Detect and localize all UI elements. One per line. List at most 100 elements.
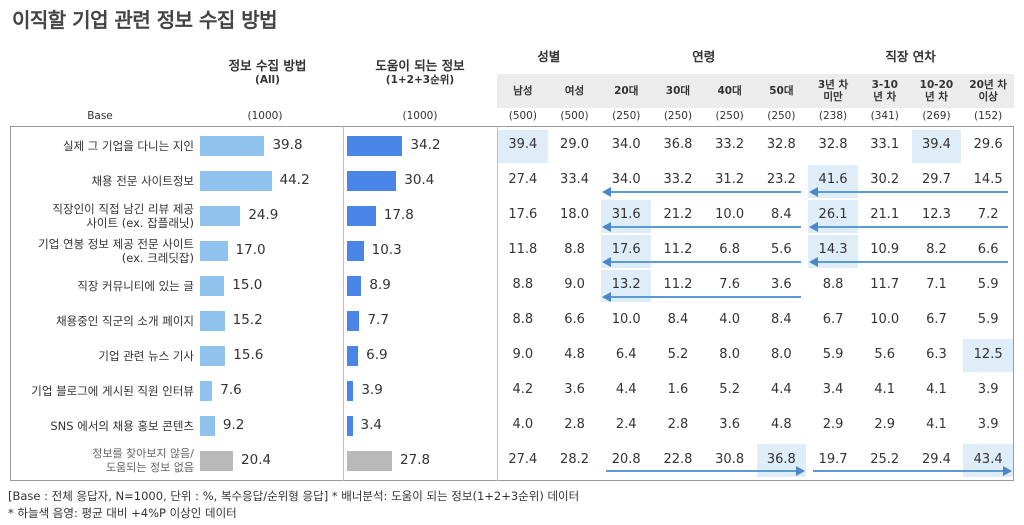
segment-header-line: 40대	[717, 85, 742, 97]
row-label: 실제 그 기업을 다니는 지인	[12, 129, 194, 164]
trend-arrow-head	[809, 186, 819, 197]
segment-value: 5.9	[822, 346, 844, 362]
segment-value: 8.0	[771, 346, 792, 362]
bar-all-value: 15.0	[232, 277, 263, 294]
segment-value: 5.9	[977, 277, 999, 293]
highlight-cell	[911, 130, 962, 163]
bar-all-value: 39.8	[272, 137, 303, 154]
segment-header-line: 20년 차	[969, 79, 1007, 91]
segment-header: 3-10 년 차	[859, 74, 911, 108]
segment-value: 6.4	[615, 346, 637, 362]
row-label: 채용중인 직군의 소개 페이지	[12, 304, 194, 339]
row-label-text: 채용중인 직군의 소개 페이지	[56, 314, 194, 328]
segment-header-line: 3년 차	[817, 79, 849, 91]
segment-value: 12.3	[921, 207, 951, 223]
footnote-highlight: * 하늘색 음영: 평균 대비 +4%P 이상인 데이터	[8, 506, 237, 520]
divider-top3-segments	[497, 126, 498, 481]
segment-header: 30대	[652, 74, 704, 108]
footnote-base: [Base : 전체 응답자, N=1000, 단위 : %, 복수응답/순위형…	[8, 489, 580, 503]
bar-top3-value: 3.4	[360, 416, 382, 433]
segment-value: 4.1	[874, 381, 896, 397]
row-label-line: (ex. 크레딧잡)	[121, 251, 194, 266]
trend-arrow-head	[809, 256, 819, 267]
segment-value: 3.4	[822, 381, 844, 397]
bar-all	[200, 450, 234, 471]
segment-value: 6.6	[977, 242, 999, 258]
segment-header-line: 여성	[564, 85, 585, 97]
segment-value: 32.8	[766, 137, 796, 153]
row-label-line: 채용 전문 사이트정보	[91, 174, 194, 189]
base-segment: (500)	[508, 110, 537, 122]
segment-value: 19.7	[818, 451, 848, 467]
group-header: 연령	[692, 49, 716, 64]
bar-all-value: 9.2	[222, 416, 245, 433]
highlight-cell	[963, 339, 1013, 373]
segment-value: 41.6	[818, 172, 848, 188]
segment-value: 30.8	[715, 451, 745, 467]
segment-value: 5.9	[977, 311, 999, 327]
bar-all	[200, 380, 213, 401]
row-label-line: 직장 커뮤니티에 있는 글	[77, 279, 194, 294]
trend-arrow	[606, 190, 802, 193]
trend-arrow-head	[1003, 466, 1013, 476]
table-frame	[10, 126, 1014, 481]
group-header: 성별	[537, 49, 561, 64]
segment-value: 6.6	[564, 311, 585, 327]
bar-top3-value: 17.8	[383, 207, 414, 224]
segment-value: 3.6	[719, 416, 740, 432]
bar-top3	[347, 241, 364, 262]
segment-value: 8.2	[926, 242, 947, 258]
segment-value: 29.0	[560, 137, 589, 153]
segment-value: 10.0	[611, 311, 641, 327]
row-label-text: 정보를 찾아보지 않음/도움되는 정보 없음	[92, 447, 194, 475]
segment-value: 31.2	[715, 172, 745, 188]
trend-arrow	[813, 190, 1009, 193]
segment-value: 10.0	[870, 311, 900, 327]
trend-arrow-head	[809, 221, 819, 232]
bar-top3-value: 6.9	[366, 346, 388, 363]
base-segment: (238)	[818, 110, 848, 122]
segment-value: 10.9	[870, 242, 900, 258]
base-segment: (500)	[560, 110, 589, 122]
bar-all	[200, 415, 215, 436]
row-label-line: 사이트 (ex. 잡플래닛)	[86, 216, 194, 231]
segment-value: 33.2	[715, 137, 745, 153]
bar-top3	[347, 345, 359, 366]
segment-value: 27.4	[508, 451, 538, 467]
row-label-line: SNS 에서의 채용 홍보 콘텐츠	[50, 418, 194, 433]
segment-value: 8.8	[512, 277, 534, 293]
bar-top3	[347, 171, 397, 192]
segment-value: 17.6	[508, 207, 538, 223]
segment-value: 4.1	[926, 416, 947, 432]
segment-value: 4.8	[771, 416, 792, 432]
segment-value: 28.2	[560, 451, 589, 467]
segment-value: 2.9	[822, 416, 844, 432]
bar-top3	[347, 136, 403, 157]
segment-value: 8.8	[564, 242, 585, 258]
divider-all-top3	[343, 126, 344, 481]
trend-arrow	[606, 260, 802, 263]
segment-value: 9.0	[564, 277, 585, 293]
segment-value: 3.9	[977, 381, 999, 397]
bar-top3	[347, 276, 362, 297]
segment-value: 18.0	[560, 207, 589, 223]
segment-header-text: 10-20 년 차	[920, 79, 954, 103]
segment-value: 26.1	[818, 207, 848, 223]
base-segment: (250)	[612, 110, 641, 122]
row-label: 기업 연봉 정보 제공 전문 사이트 (ex. 크레딧잡)	[12, 234, 194, 269]
segment-header-text: 여성	[565, 85, 584, 97]
segment-value: 4.1	[926, 381, 947, 397]
segment-header-line: 년 차	[873, 91, 897, 103]
trend-arrow	[606, 470, 802, 472]
segment-header-text: 30대	[666, 85, 690, 97]
base-label: Base	[87, 110, 113, 122]
bar-all	[200, 276, 225, 297]
segment-value: 10.0	[715, 207, 745, 223]
bar-all-value: 15.6	[233, 346, 264, 363]
bar-top3-value: 27.8	[400, 451, 431, 468]
segment-header-text: 20년 차 이상	[969, 79, 1007, 103]
segment-header-line: 3-10	[871, 79, 898, 91]
segment-value: 8.4	[771, 311, 792, 327]
segment-value: 36.8	[766, 451, 796, 467]
bar-all	[200, 345, 226, 366]
